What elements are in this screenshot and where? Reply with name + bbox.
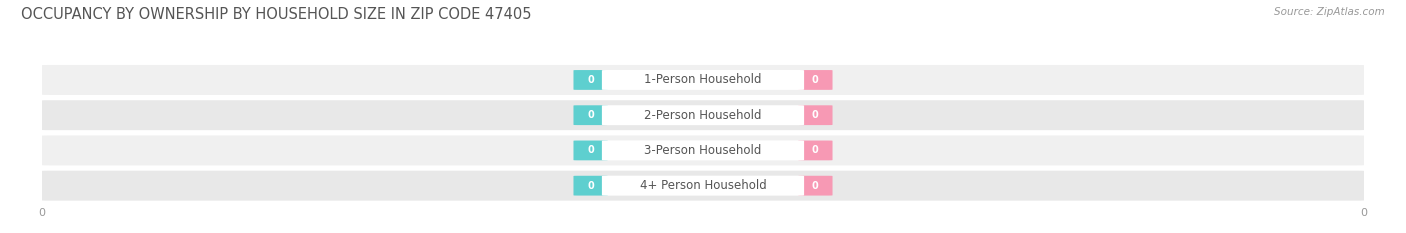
FancyBboxPatch shape: [799, 105, 832, 125]
FancyBboxPatch shape: [799, 176, 832, 195]
Text: 0: 0: [588, 145, 595, 155]
FancyBboxPatch shape: [799, 140, 832, 160]
FancyBboxPatch shape: [39, 171, 1367, 201]
FancyBboxPatch shape: [39, 65, 1367, 95]
Text: 0: 0: [811, 75, 818, 85]
FancyBboxPatch shape: [574, 70, 607, 90]
Text: 2-Person Household: 2-Person Household: [644, 109, 762, 122]
FancyBboxPatch shape: [799, 70, 832, 90]
FancyBboxPatch shape: [602, 105, 804, 125]
FancyBboxPatch shape: [39, 100, 1367, 130]
FancyBboxPatch shape: [602, 70, 804, 90]
FancyBboxPatch shape: [39, 135, 1367, 165]
FancyBboxPatch shape: [574, 176, 607, 195]
Text: 1-Person Household: 1-Person Household: [644, 73, 762, 86]
Text: 0: 0: [588, 181, 595, 191]
Text: 3-Person Household: 3-Person Household: [644, 144, 762, 157]
Text: Source: ZipAtlas.com: Source: ZipAtlas.com: [1274, 7, 1385, 17]
Text: 0: 0: [811, 181, 818, 191]
Text: OCCUPANCY BY OWNERSHIP BY HOUSEHOLD SIZE IN ZIP CODE 47405: OCCUPANCY BY OWNERSHIP BY HOUSEHOLD SIZE…: [21, 7, 531, 22]
Text: 4+ Person Household: 4+ Person Household: [640, 179, 766, 192]
Text: 0: 0: [811, 145, 818, 155]
FancyBboxPatch shape: [574, 140, 607, 160]
Text: 0: 0: [588, 110, 595, 120]
FancyBboxPatch shape: [602, 140, 804, 160]
Text: 0: 0: [588, 75, 595, 85]
FancyBboxPatch shape: [574, 105, 607, 125]
Text: 0: 0: [811, 110, 818, 120]
FancyBboxPatch shape: [602, 176, 804, 196]
